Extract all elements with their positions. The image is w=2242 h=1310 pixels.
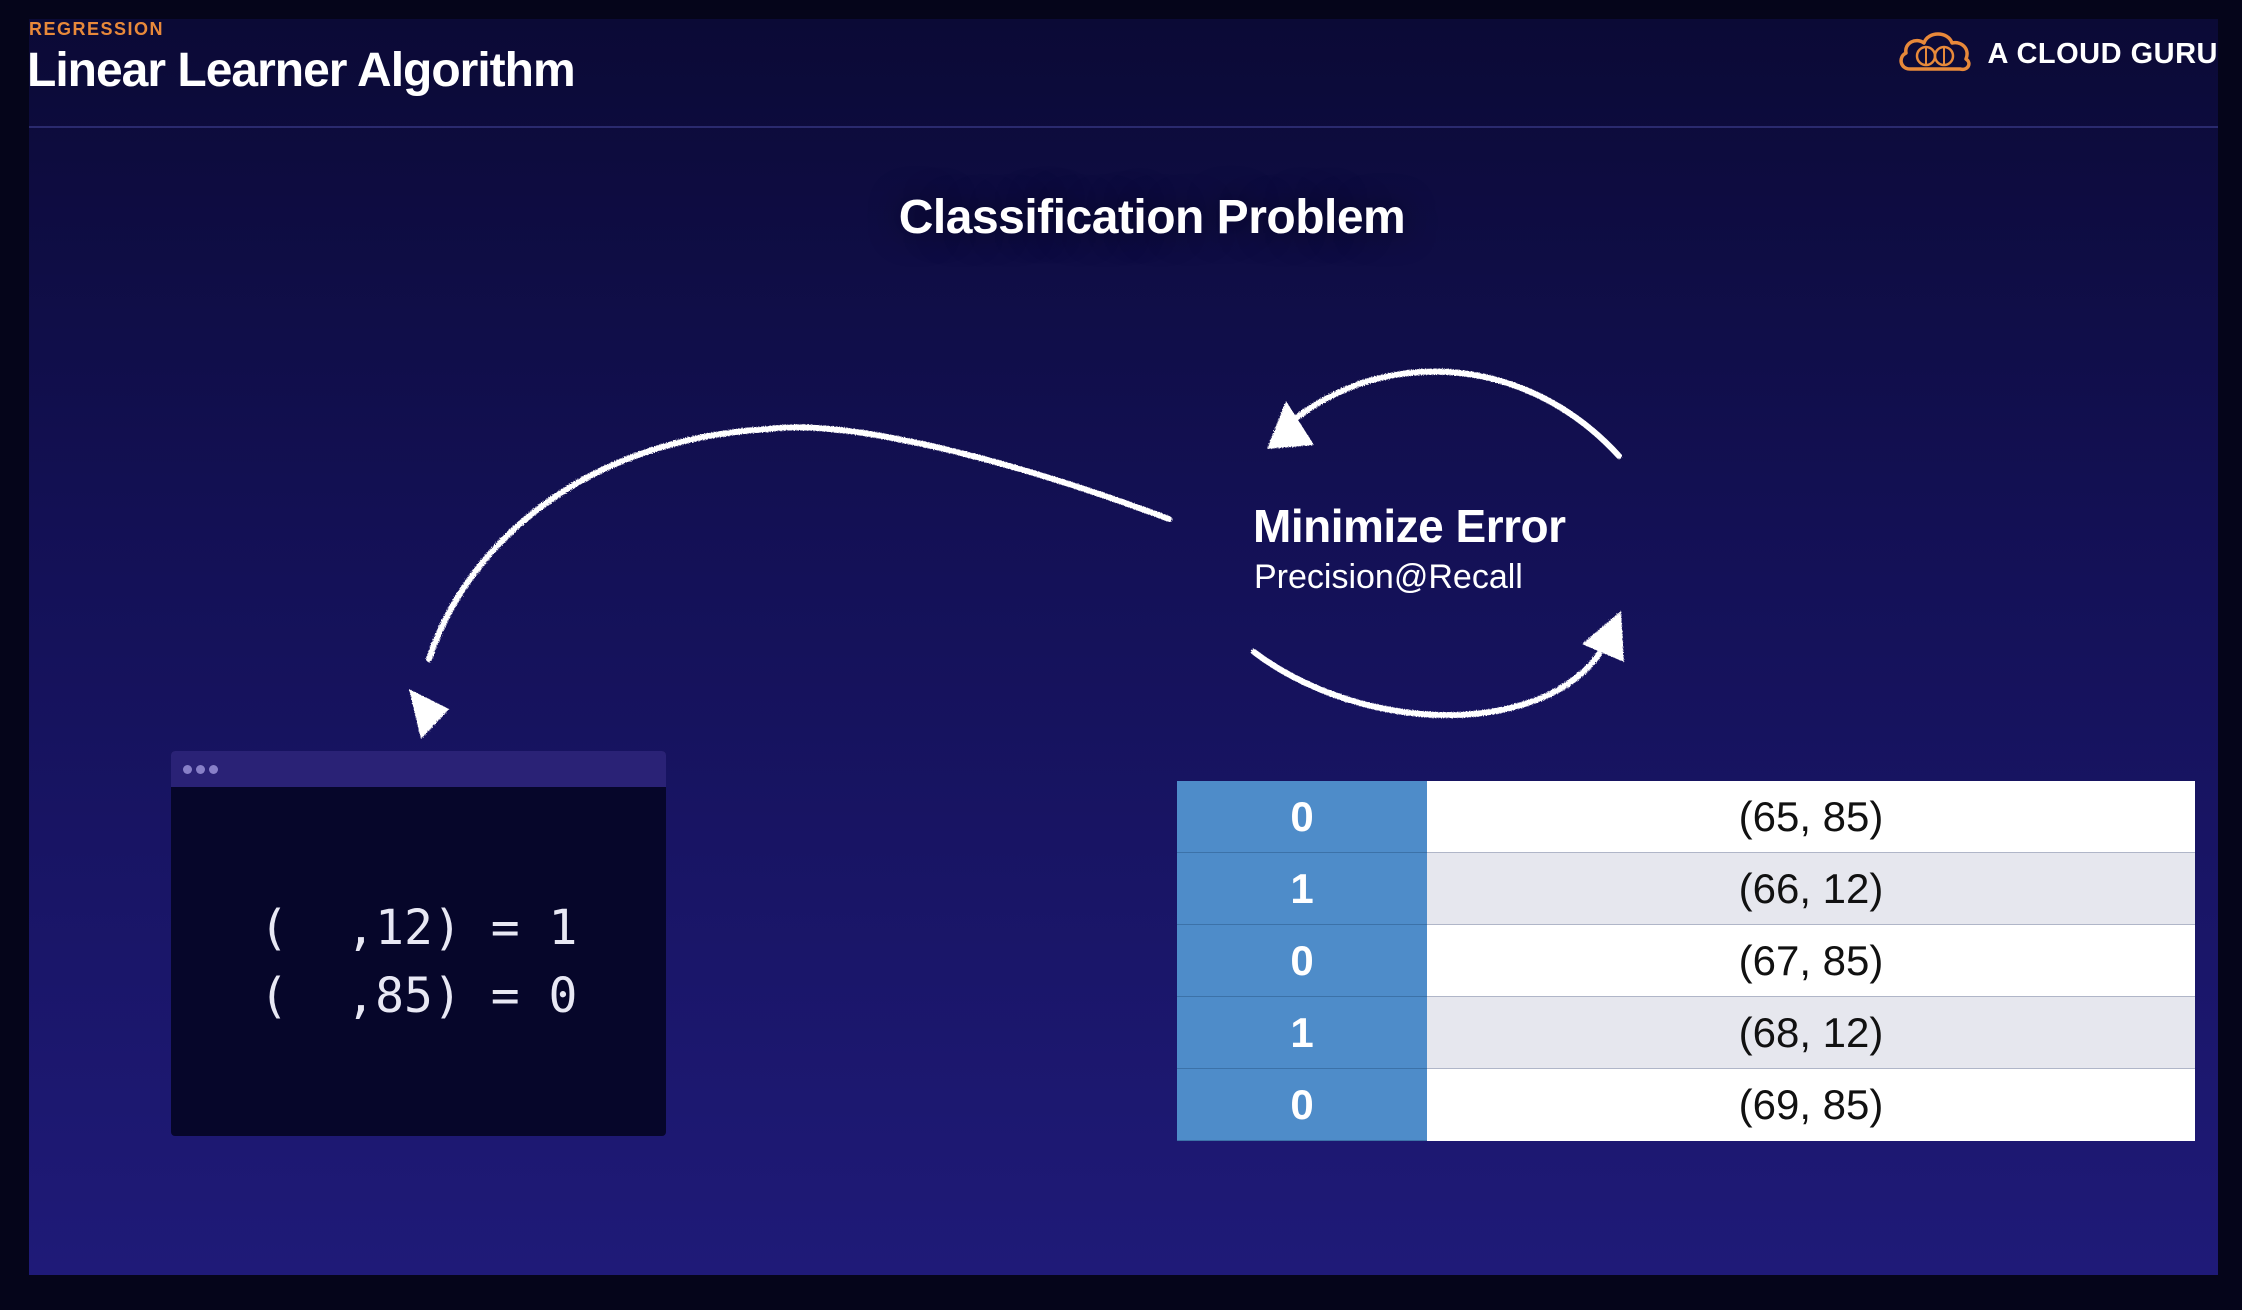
slide-title: Linear Learner Algorithm [29,44,576,97]
slide: REGRESSION Linear Learner Algorithm A CL… [29,19,2218,1275]
table-row: 0 (65, 85) [1177,781,2195,853]
pair-cell: (67, 85) [1427,924,2195,997]
window-titlebar [171,751,666,787]
brand-name: A CLOUD GURU [1987,37,2218,70]
brand-logo: A CLOUD GURU [1896,29,2218,79]
arrows-layer [409,368,1624,739]
pair-cell: (66, 12) [1427,852,2195,925]
feedback-arrow [409,424,1172,739]
table-row: 0 (69, 85) [1177,1068,2195,1141]
pair-cell: (65, 85) [1427,781,2195,853]
table-row: 0 (67, 85) [1177,924,2195,997]
data-table: 0 (65, 85) 1 (66, 12) 0 (67, 85) 1 (68, … [1177,781,2195,1141]
table-row: 1 (66, 12) [1177,852,2195,925]
loop-subtitle: Precision@Recall [1254,558,1523,596]
window-dot [209,765,218,774]
label-cell: 0 [1177,924,1427,997]
diagram-title: Classification Problem [898,191,1406,244]
table-row: 1 (68, 12) [1177,996,2195,1069]
pair-cell: (68, 12) [1427,996,2195,1069]
label-cell: 1 [1177,996,1427,1069]
section-label: REGRESSION [29,19,165,39]
loop-arrow-bottom [1251,611,1624,719]
pair-cell: (69, 85) [1427,1068,2195,1141]
loop-title: Minimize Error [1253,500,1566,552]
code-body: ( ,12) = 1 ( ,85) = 0 [171,787,666,1136]
window-dot [183,765,192,774]
loop-arrow-top [1267,368,1622,459]
label-cell: 1 [1177,852,1427,925]
code-line: ( ,85) = 0 [259,967,578,1024]
code-line: ( ,12) = 1 [259,899,578,956]
window-dot [196,765,205,774]
cloud-logo-icon [1896,29,1974,80]
code-window: ( ,12) = 1 ( ,85) = 0 [171,751,666,1136]
label-cell: 0 [1177,1068,1427,1141]
label-cell: 0 [1177,781,1427,853]
header-divider [29,126,2218,128]
